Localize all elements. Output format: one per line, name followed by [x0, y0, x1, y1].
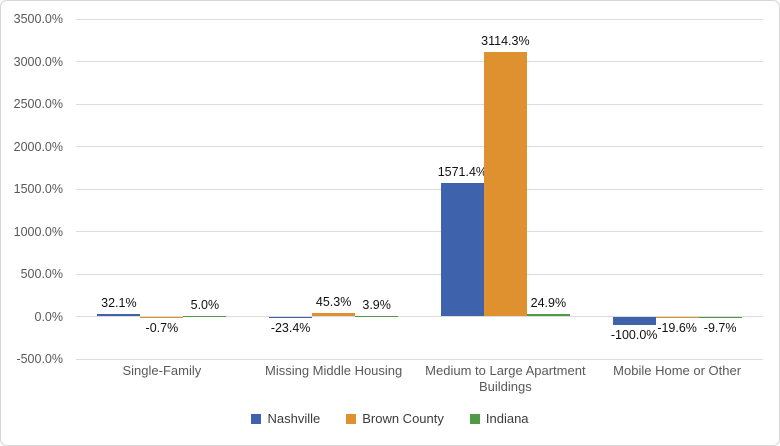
legend: Nashville Brown County Indiana [1, 411, 779, 426]
gridline [76, 61, 763, 62]
gridline [76, 188, 763, 190]
legend-item-indiana: Indiana [469, 411, 529, 426]
data-label-brown-county: 3114.3% [481, 33, 530, 48]
data-label-brown-county: -0.7% [145, 320, 179, 335]
data-label-brown-county: 45.3% [315, 294, 352, 309]
legend-swatch-indiana [469, 413, 480, 424]
bar-brown-county [312, 312, 356, 317]
data-label-indiana: 5.0% [190, 297, 220, 312]
bar-brown-county [140, 316, 184, 318]
gridline [76, 316, 763, 317]
gridline [76, 273, 763, 275]
legend-item-nashville: Nashville [251, 411, 320, 426]
gridline [76, 231, 763, 232]
gridline [76, 358, 763, 360]
data-label-indiana: 3.9% [362, 297, 391, 312]
y-axis-tick-label: 3000.0% [13, 54, 63, 69]
gridline [76, 18, 763, 20]
bar-brown-county [655, 316, 699, 319]
bar-nashville [97, 313, 141, 317]
category-label-mobile-home-or-other: Mobile Home or Other [613, 363, 742, 378]
data-label-indiana: -9.7% [703, 320, 737, 335]
y-axis-tick-label: 2000.0% [13, 139, 63, 154]
y-axis-tick-label: 0.0% [34, 309, 64, 324]
category-label-single-family: Single-Family [122, 363, 202, 378]
bar-nashville [612, 316, 656, 325]
data-label-nashville: 32.1% [101, 295, 137, 310]
gridline [76, 103, 763, 105]
legend-label: Indiana [485, 411, 529, 426]
data-label-nashville: -23.4% [270, 321, 311, 336]
category-label-missing-middle-housing: Missing Middle Housing [264, 363, 403, 378]
y-axis-tick-label: 500.0% [20, 267, 63, 281]
legend-swatch-brown-county [346, 413, 357, 424]
data-label-indiana: 24.9% [530, 296, 567, 311]
category-label-medium-to-large-apartment-buildings: Medium to Large Apartment Buildings [425, 363, 586, 394]
bar-indiana [698, 316, 742, 318]
y-axis-tick-label: 1500.0% [13, 182, 63, 196]
data-label-nashville: -100.0% [610, 328, 658, 342]
y-axis-tick-label: -500.0% [16, 352, 63, 366]
bar-indiana [526, 314, 570, 317]
data-label-brown-county: -19.6% [657, 321, 697, 336]
bar-nashville [440, 182, 484, 317]
legend-label: Brown County [362, 411, 444, 426]
bar-brown-county [483, 51, 527, 317]
y-axis-tick-label: 1000.0% [13, 224, 63, 239]
gridline [76, 146, 763, 147]
y-axis-tick-label: 2500.0% [13, 97, 63, 111]
legend-label: Nashville [267, 411, 321, 426]
y-axis-tick-label: 3500.0% [13, 12, 63, 26]
legend-swatch-nashville [251, 413, 262, 424]
data-label-nashville: 1571.4% [437, 164, 488, 179]
bar-nashville [269, 316, 313, 319]
bar-indiana [355, 315, 399, 317]
bar-indiana [183, 315, 227, 317]
legend-item-brown-county: Brown County [346, 411, 444, 426]
